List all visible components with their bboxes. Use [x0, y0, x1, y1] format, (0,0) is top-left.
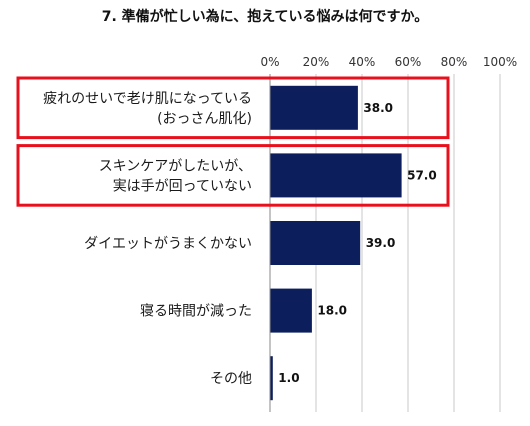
x-tick-label: 40%: [349, 55, 376, 69]
category-label: 寝る時間が減った: [140, 303, 252, 320]
data-label: 18.0: [317, 304, 347, 318]
bar: [270, 221, 361, 265]
x-tick-label: 60%: [395, 55, 422, 69]
bar: [270, 288, 312, 333]
data-label: 57.0: [407, 168, 437, 182]
category-label: 疲れのせいで老け肌になっている: [43, 90, 252, 107]
highlight-box: [16, 76, 450, 140]
highlight-box: [16, 144, 450, 207]
x-tick-label: 80%: [441, 55, 468, 69]
bar: [270, 153, 402, 198]
category-label: 実は手が回っていない: [113, 178, 252, 194]
x-tick-label: 0%: [260, 55, 279, 69]
category-label: スキンケアがしたいが、: [99, 158, 252, 174]
x-tick-label: 20%: [303, 55, 330, 69]
data-label: 1.0: [278, 371, 299, 385]
x-tick-label: 100%: [483, 55, 517, 69]
category-label: その他: [210, 371, 252, 387]
chart-title: 7. 準備が忙しい為に、抱えている悩みは何ですか。: [101, 9, 429, 25]
bar: [270, 356, 273, 401]
category-label: (おっさん肌化): [157, 111, 252, 127]
bar: [270, 85, 358, 130]
category-label: ダイエットがうまくかない: [84, 236, 252, 252]
data-label: 38.0: [363, 101, 393, 115]
data-label: 39.0: [366, 236, 396, 250]
